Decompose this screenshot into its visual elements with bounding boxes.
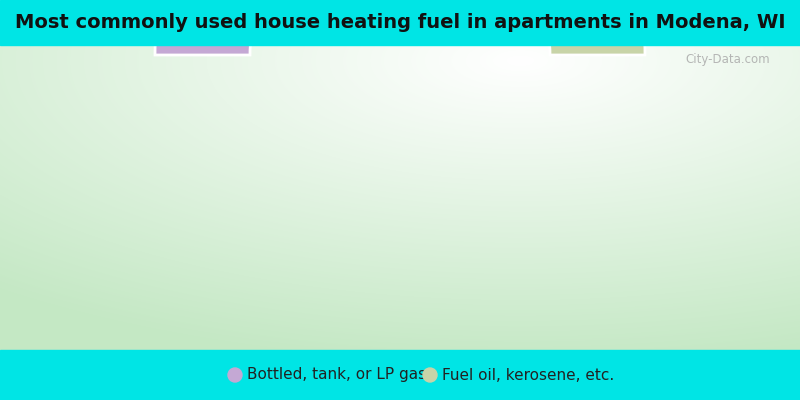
Text: Fuel oil, kerosene, etc.: Fuel oil, kerosene, etc. xyxy=(442,368,614,382)
Circle shape xyxy=(423,368,437,382)
Text: City-Data.com: City-Data.com xyxy=(686,53,770,66)
Text: Bottled, tank, or LP gas: Bottled, tank, or LP gas xyxy=(247,368,426,382)
Wedge shape xyxy=(475,0,645,55)
Bar xyxy=(0,0,800,45)
Circle shape xyxy=(228,368,242,382)
Bar xyxy=(0,350,800,400)
Text: Most commonly used house heating fuel in apartments in Modena, WI: Most commonly used house heating fuel in… xyxy=(14,13,786,32)
Wedge shape xyxy=(155,0,522,55)
